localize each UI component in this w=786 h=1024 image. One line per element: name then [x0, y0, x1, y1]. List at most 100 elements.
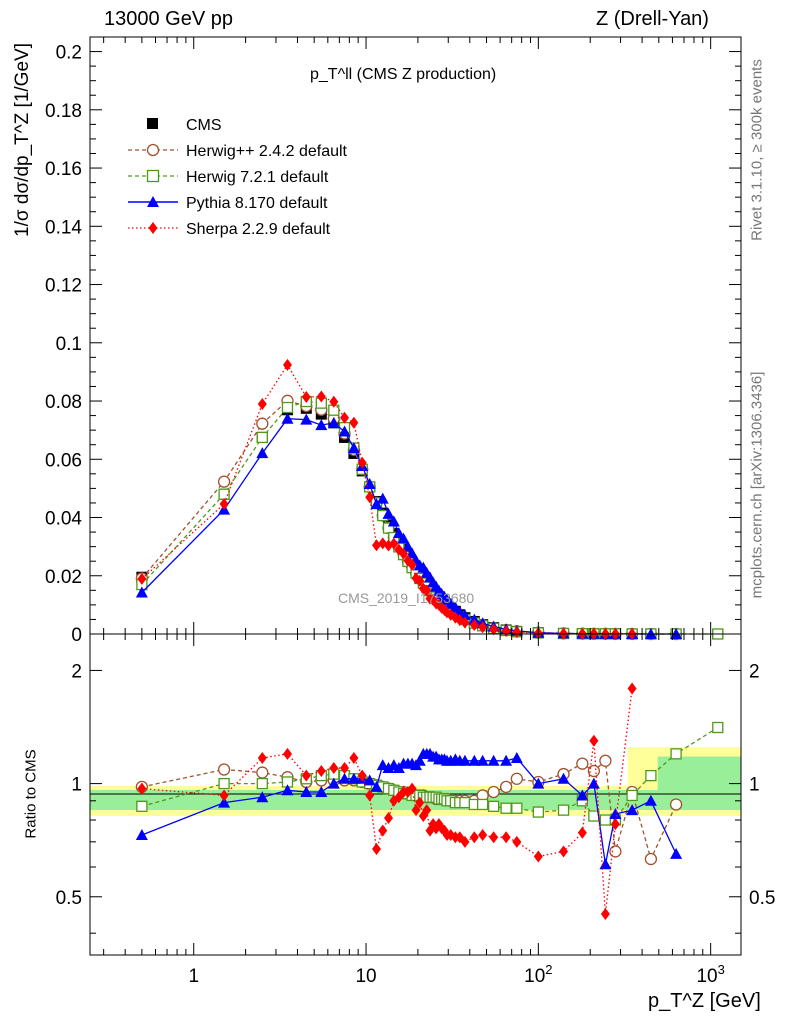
legend-label-sherpa: Sherpa 2.2.9 default	[186, 221, 331, 238]
point-pythia	[382, 507, 395, 519]
ratio-point-herwigpp	[599, 754, 612, 767]
point-sherpa	[137, 572, 147, 585]
ratio-point-pythia	[557, 772, 570, 784]
x-tick-label: 1	[188, 966, 199, 987]
header-right: Z (Drell-Yan)	[596, 8, 709, 30]
ratio-point-pythia	[476, 754, 489, 766]
ratio-point-sherpa	[384, 812, 394, 825]
point-pythia	[315, 419, 328, 431]
header-left: 13000 GeV pp	[104, 8, 233, 30]
ratio-point-herwig7	[500, 802, 512, 814]
legend-marker-pythia	[147, 196, 159, 207]
legend-label-herwig7: Herwig 7.2.1 default	[186, 169, 329, 186]
legend-marker-herwig7	[146, 169, 160, 183]
ratio-point-sherpa	[137, 782, 147, 795]
ratio-point-pythia	[218, 796, 231, 808]
ratio-point-sherpa	[422, 804, 432, 817]
point-sherpa	[422, 584, 432, 597]
ratio-axis-label: Ratio to CMS	[22, 749, 40, 839]
ratio-tick-label: 1	[71, 775, 82, 796]
ratio-point-herwig7	[487, 800, 500, 812]
ratio-point-herwigpp	[587, 764, 601, 778]
y-axis-label: 1/σ dσ/dp_T^Z [1/GeV]	[12, 43, 33, 237]
x-tick-label: 102	[524, 962, 552, 987]
point-sherpa	[469, 618, 479, 631]
point-sherpa	[329, 395, 339, 408]
mcplots-label: mcplots.cern.ch [arXiv:1306.3436]	[748, 371, 766, 599]
ratio-point-herwigpp	[217, 763, 231, 776]
ratio-point-herwig7	[712, 721, 724, 734]
ratio-point-sherpa	[533, 850, 543, 863]
ratio-point-sherpa	[340, 762, 350, 775]
ratio-point-herwig7	[557, 804, 570, 816]
rivet-label: Rivet 3.1.10, ≥ 300k events	[748, 59, 766, 241]
ratio-point-pythia	[300, 785, 313, 797]
ratio-point-pythia	[370, 780, 383, 792]
ratio-tick-label: 0.5	[56, 888, 82, 909]
x-tick-label-exponent: 3	[718, 962, 725, 977]
ratio-point-herwig7	[511, 802, 523, 814]
x-tick-label-exponent: 2	[545, 962, 552, 977]
point-pythia	[406, 547, 419, 559]
legend-marker-sherpa	[148, 222, 158, 234]
ratio-point-pythia	[256, 791, 269, 803]
y-tick-label: 0.06	[45, 450, 82, 471]
ratio-point-herwigpp	[256, 766, 269, 779]
ratio-point-pythia	[599, 858, 612, 870]
point-herwigpp	[256, 417, 269, 430]
ratio-point-pythia	[413, 754, 426, 766]
x-tick-label: 103	[696, 962, 724, 987]
point-pythia	[370, 498, 383, 510]
y-tick-label: 0.02	[45, 567, 82, 588]
ratio-point-sherpa	[559, 845, 569, 858]
ratio-line-sherpa	[141, 688, 633, 915]
ratio-tick-label-right: 0.5	[749, 888, 775, 909]
ratio-point-pythia	[487, 754, 500, 766]
legend-label-pythia: Pythia 8.170 default	[186, 195, 328, 212]
legend-label-herwigpp: Herwig++ 2.4.2 default	[186, 143, 348, 160]
ratio-point-sherpa	[478, 828, 488, 841]
ratio-point-pythia	[644, 794, 657, 806]
point-herwig7	[218, 488, 230, 500]
ratio-point-sherpa	[349, 751, 359, 764]
point-sherpa	[301, 391, 311, 404]
ratio-point-herwigpp	[609, 845, 622, 858]
ratio-point-sherpa	[577, 826, 587, 839]
y-tick-label: 0.14	[45, 217, 82, 238]
point-sherpa	[460, 616, 470, 629]
legend: CMS Herwig++ 2.4.2 default Herwig 7.2.1 …	[128, 117, 348, 238]
ratio-point-herwig7	[626, 789, 638, 802]
ratio-point-sherpa	[469, 831, 479, 844]
y-tick-label: 0.16	[45, 159, 82, 180]
point-pythia	[392, 527, 405, 539]
ratio-point-pythia	[338, 772, 351, 784]
ratio-point-sherpa	[501, 831, 511, 844]
ratio-point-herwig7	[459, 796, 471, 809]
point-pythia	[644, 627, 657, 639]
ratio-point-herwigpp	[669, 798, 683, 811]
point-sherpa	[257, 398, 267, 411]
point-pythia	[401, 540, 414, 552]
point-sherpa	[399, 547, 409, 560]
y-tick-label: 0	[71, 625, 82, 646]
point-sherpa	[389, 537, 399, 550]
ratio-point-pythia	[347, 772, 360, 784]
ratio-point-sherpa	[589, 734, 599, 747]
y-tick-label: 0.12	[45, 276, 82, 297]
ratio-point-sherpa	[357, 769, 367, 782]
ratio-point-pythia	[532, 777, 545, 789]
ratio-point-pythia	[587, 777, 600, 789]
ratio-point-herwigpp	[499, 780, 513, 794]
ratio-tick-label: 2	[71, 661, 82, 682]
x-axis-label: p_T^Z [GeV]	[648, 990, 761, 1012]
point-herwig7	[281, 401, 294, 414]
point-pythia	[281, 412, 294, 424]
point-sherpa	[219, 497, 229, 510]
point-sherpa	[489, 623, 499, 636]
ratio-point-herwig7	[532, 806, 545, 818]
point-sherpa	[349, 416, 359, 429]
point-sherpa	[357, 456, 367, 469]
y-tick-label: 0.08	[45, 392, 82, 413]
point-sherpa	[512, 626, 522, 639]
